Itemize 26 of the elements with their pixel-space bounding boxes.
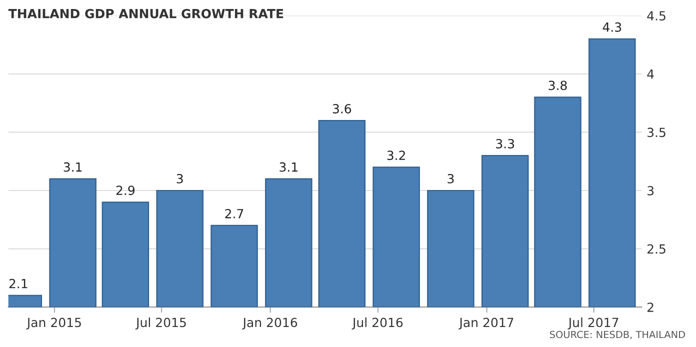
chart-title: THAILAND GDP ANNUAL GROWTH RATE (8, 8, 284, 18)
y-tick-label: 2 (647, 302, 654, 312)
source-note: SOURCE: NESDB, THAILAND (550, 330, 685, 340)
x-tick-label: Jan 2016 (242, 318, 298, 330)
data-label: 3 (176, 174, 183, 184)
data-label: 4.3 (602, 22, 622, 32)
data-label: 3.2 (387, 150, 405, 160)
data-label: 2.7 (225, 208, 244, 218)
y-tick-label: 3 (648, 186, 654, 196)
data-label: 2.9 (116, 186, 135, 196)
data-label: 3 (448, 174, 454, 184)
data-label: 3.6 (332, 104, 352, 114)
data-label: 3.8 (548, 80, 567, 90)
data-label: 2.1 (9, 278, 28, 288)
x-tick-label: Jan 2015 (26, 318, 81, 330)
x-tick-label: Jul 2016 (352, 318, 403, 330)
x-tick-label: Jul 2017 (568, 318, 618, 330)
x-tick-label: Jan 2017 (458, 318, 514, 330)
y-tick-label: 2.5 (647, 244, 666, 254)
y-tick-label: 4.5 (647, 11, 666, 21)
data-label: 3.1 (280, 162, 298, 172)
y-tick-label: 4 (647, 70, 654, 79)
data-label: 3.3 (496, 138, 514, 148)
y-tick-label: 3.5 (648, 128, 666, 138)
data-label: 3.1 (64, 162, 82, 172)
x-tick-label: Jul 2015 (135, 318, 186, 330)
